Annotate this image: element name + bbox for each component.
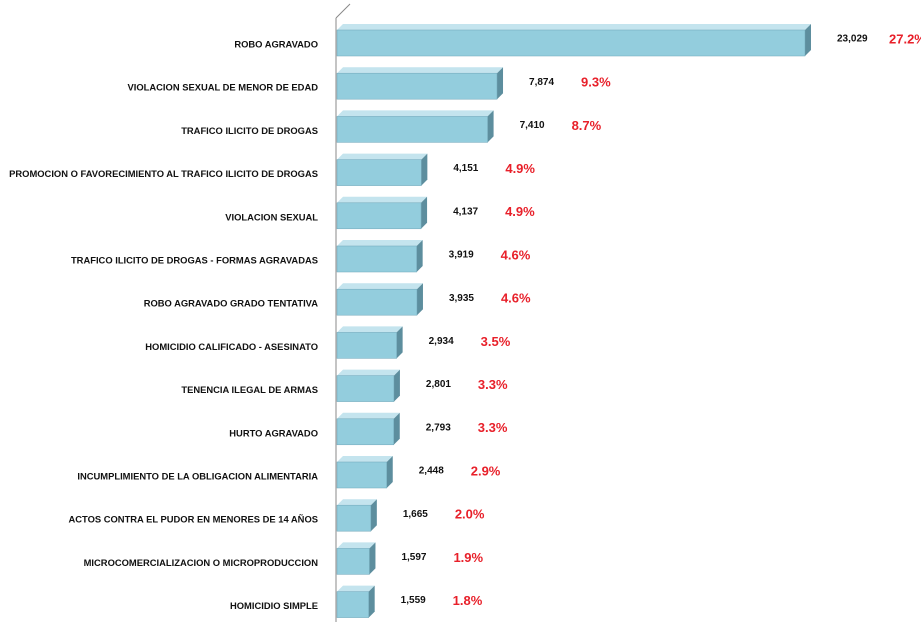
category-label: VIOLACION SEXUAL [225, 211, 318, 222]
axis-depth [335, 3, 351, 19]
bar-side [396, 326, 403, 359]
value-label: 1,665 [403, 509, 428, 520]
bar [336, 548, 370, 575]
bar-top [337, 326, 403, 333]
bar [336, 116, 488, 143]
share-label: 8.7% [572, 118, 602, 133]
share-label: 4.6% [501, 291, 531, 306]
bar [336, 332, 397, 359]
share-label: 3.5% [481, 334, 511, 349]
category-label: ACTOS CONTRA EL PUDOR EN MENORES DE 14 A… [68, 514, 318, 525]
bar-top [337, 110, 494, 117]
category-label: TRAFICO ILICITO DE DROGAS - FORMAS AGRAV… [71, 254, 318, 265]
bar-top [337, 196, 428, 203]
share-label: 4.9% [505, 204, 535, 219]
category-label: HOMICIDIO SIMPLE [230, 600, 318, 611]
bar-side [368, 585, 375, 618]
bar-side [393, 412, 400, 445]
category-label: HURTO AGRAVADO [229, 427, 318, 438]
bar [336, 245, 417, 273]
bar-side [369, 542, 376, 575]
share-label: 1.9% [453, 550, 483, 565]
value-label: 2,448 [419, 466, 444, 477]
bar-side [421, 196, 428, 229]
bar-side [393, 369, 400, 402]
category-label: TRAFICO ILICITO DE DROGAS [181, 125, 318, 136]
value-label: 1,559 [401, 595, 426, 606]
share-label: 4.9% [505, 161, 535, 176]
bar-side [370, 499, 377, 532]
bar-top [337, 412, 400, 419]
bar-side [805, 24, 811, 56]
bar-top [337, 67, 504, 74]
bar [336, 375, 395, 402]
value-label: 7,874 [529, 77, 554, 88]
value-label: 7,410 [520, 120, 545, 131]
category-label: INCUMPLIMIENTO DE LA OBLIGACION ALIMENTA… [77, 470, 318, 481]
category-label: ROBO AGRAVADO GRADO TENTATIVA [144, 298, 319, 309]
bar-top [337, 542, 376, 549]
category-label: HOMICIDIO CALIFICADO - ASESINATO [145, 341, 318, 352]
bar [336, 159, 422, 186]
share-label: 1.8% [453, 593, 483, 608]
bar [336, 288, 418, 316]
category-label: ROBO AGRAVADO [234, 38, 318, 49]
share-label: 9.3% [581, 75, 611, 90]
category-label: PROMOCION O FAVORECIMIENTO AL TRAFICO IL… [9, 168, 318, 179]
share-label: 27.2% [889, 31, 921, 46]
bar-top [337, 585, 375, 592]
bar-top [337, 499, 377, 506]
category-label: TENENCIA ILEGAL DE ARMAS [181, 384, 318, 395]
bar [336, 29, 806, 57]
share-label: 3.3% [478, 420, 508, 435]
bar-side [386, 456, 393, 488]
category-label: VIOLACION SEXUAL DE MENOR DE EDAD [128, 82, 319, 93]
value-label: 3,919 [449, 250, 474, 261]
bar-side [497, 67, 504, 100]
bar [336, 72, 498, 100]
bar [336, 418, 395, 446]
bar-side [487, 110, 494, 143]
share-label: 2.9% [471, 463, 501, 478]
value-label: 2,801 [426, 379, 451, 390]
bar-side [421, 153, 428, 186]
value-label: 2,934 [429, 336, 454, 347]
bar-top [337, 24, 811, 30]
bar-top [337, 456, 393, 462]
bar-top [337, 240, 423, 246]
value-label: 2,793 [426, 422, 451, 433]
share-label: 3.3% [478, 377, 508, 392]
value-label: 4,137 [453, 206, 478, 217]
value-label: 1,597 [401, 552, 426, 563]
bar-top [337, 369, 400, 376]
bar [336, 591, 369, 618]
bar-side [416, 283, 423, 316]
bar [336, 202, 422, 230]
share-label: 2.0% [455, 507, 485, 522]
value-label: 3,935 [449, 293, 474, 304]
category-label: MICROCOMERCIALIZACION O MICROPRODUCCION [84, 557, 319, 568]
bar-top [337, 153, 428, 160]
bar [336, 461, 387, 489]
bar-side [416, 240, 423, 272]
value-label: 4,151 [453, 163, 478, 174]
bar-top [337, 283, 423, 290]
bar [336, 504, 372, 532]
value-label: 23,029 [837, 34, 868, 45]
share-label: 4.6% [501, 247, 531, 262]
